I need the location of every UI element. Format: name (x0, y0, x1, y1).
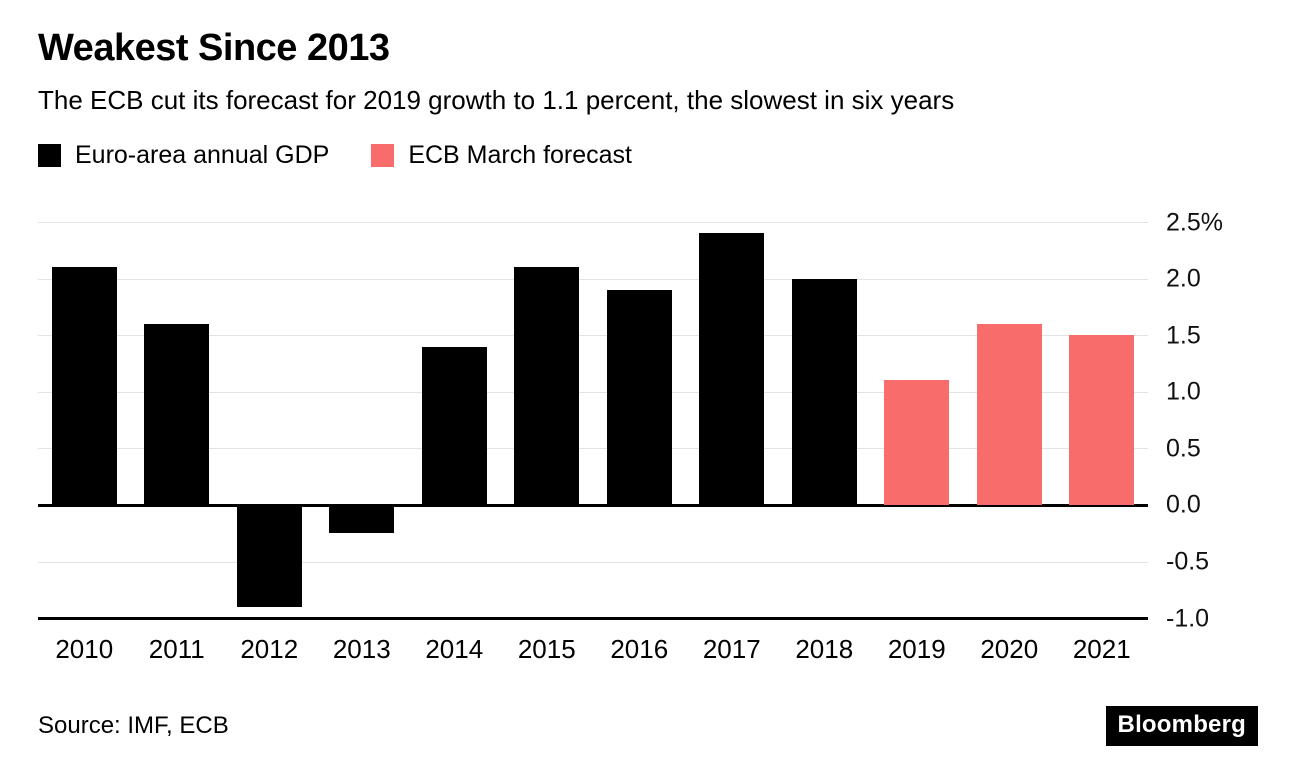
x-tick-label-2010: 2010 (55, 634, 114, 665)
bar-2021 (1069, 335, 1135, 505)
bar-slot-2010 (38, 222, 131, 618)
y-tick-label: 2.5% (1166, 208, 1223, 237)
bar-slot-2019 (871, 222, 964, 618)
x-tick-label-2021: 2021 (1072, 634, 1131, 665)
x-tick-label-2016: 2016 (610, 634, 669, 665)
gridline-2.5%: 2.5% (38, 208, 1223, 236)
chart-area: 2.5% 2.0 1.5 1.0 0.5 0.0 -0.5 -1.0 (38, 208, 1258, 632)
legend-swatch (371, 143, 395, 167)
legend-label: ECB March forecast (408, 140, 632, 169)
bar-2018 (791, 278, 857, 505)
bar-2019 (884, 380, 950, 505)
x-tick-label-2019: 2019 (887, 634, 946, 665)
y-tick-label: 2.0 (1166, 264, 1201, 293)
y-tick-label: 0.0 (1166, 490, 1201, 519)
bar-2012 (236, 504, 302, 607)
gridline-1.0: 1.0 (38, 378, 1201, 406)
bar-slot-2018 (778, 222, 871, 618)
bars-container (38, 222, 1148, 618)
gridline-0.0: 0.0 (38, 491, 1201, 519)
bar-2010 (51, 267, 117, 505)
gridline-2.0: 2.0 (38, 265, 1201, 293)
bar-slot-2011 (131, 222, 224, 618)
bar-2014 (421, 346, 487, 505)
y-tick-label: 0.5 (1166, 434, 1201, 463)
bar-2015 (514, 267, 580, 505)
chart-title: Weakest Since 2013 (38, 27, 390, 69)
bar-slot-2016 (593, 222, 686, 618)
x-tick-label-2013: 2013 (332, 634, 391, 665)
x-tick-label-2015: 2015 (517, 634, 576, 665)
bar-2017 (699, 233, 765, 505)
bar-slot-2021 (1056, 222, 1149, 618)
bloomberg-logo: Bloomberg (1105, 706, 1258, 746)
x-tick-label-2020: 2020 (980, 634, 1039, 665)
legend-item-1: ECB March forecast (371, 141, 632, 170)
footer: Source: IMF, ECB Bloomberg (38, 706, 1258, 746)
legend-swatch (38, 143, 61, 167)
chart-subtitle: The ECB cut its forecast for 2019 growth… (38, 84, 955, 115)
bar-slot-2012 (223, 222, 316, 618)
y-tick-label: 1.0 (1166, 377, 1201, 406)
x-tick-label-2012: 2012 (240, 634, 299, 665)
y-tick-label: -1.0 (1166, 604, 1210, 633)
bar-2013 (329, 504, 395, 534)
x-tick-label-2011: 2011 (148, 634, 205, 665)
x-tick-label-2014: 2014 (425, 634, 484, 665)
source-note: Source: IMF, ECB (38, 712, 229, 739)
gridline--1.0: -1.0 (38, 604, 1209, 632)
bar-slot-2017 (686, 222, 779, 618)
bar-slot-2014 (408, 222, 501, 618)
gridline--0.5: -0.5 (38, 548, 1209, 576)
gridline-1.5: 1.5 (38, 321, 1201, 349)
gridline-0.5: 0.5 (38, 434, 1201, 462)
x-axis-labels: 2010 2011 2012 2013 2014 2015 2016 2017 2018 2019… (38, 634, 1148, 665)
legend-item-0: Euro-area annual GDP (38, 141, 329, 170)
plot-area: 2.5% 2.0 1.5 1.0 0.5 0.0 -0.5 -1.0 (38, 208, 1223, 632)
bar-2016 (606, 289, 672, 505)
y-tick-label: 1.5 (1166, 321, 1201, 350)
legend: Euro-area annual GDP ECB March forecast (38, 141, 1258, 170)
bar-2020 (976, 323, 1042, 505)
legend-label: Euro-area annual GDP (75, 140, 330, 169)
bar-slot-2015 (501, 222, 594, 618)
y-tick-label: -0.5 (1166, 547, 1210, 576)
x-tick-label-2018: 2018 (795, 634, 854, 665)
bar-slot-2020 (963, 222, 1056, 618)
x-tick-label-2017: 2017 (702, 634, 761, 665)
bar-slot-2013 (316, 222, 409, 618)
bar-2011 (144, 323, 210, 505)
